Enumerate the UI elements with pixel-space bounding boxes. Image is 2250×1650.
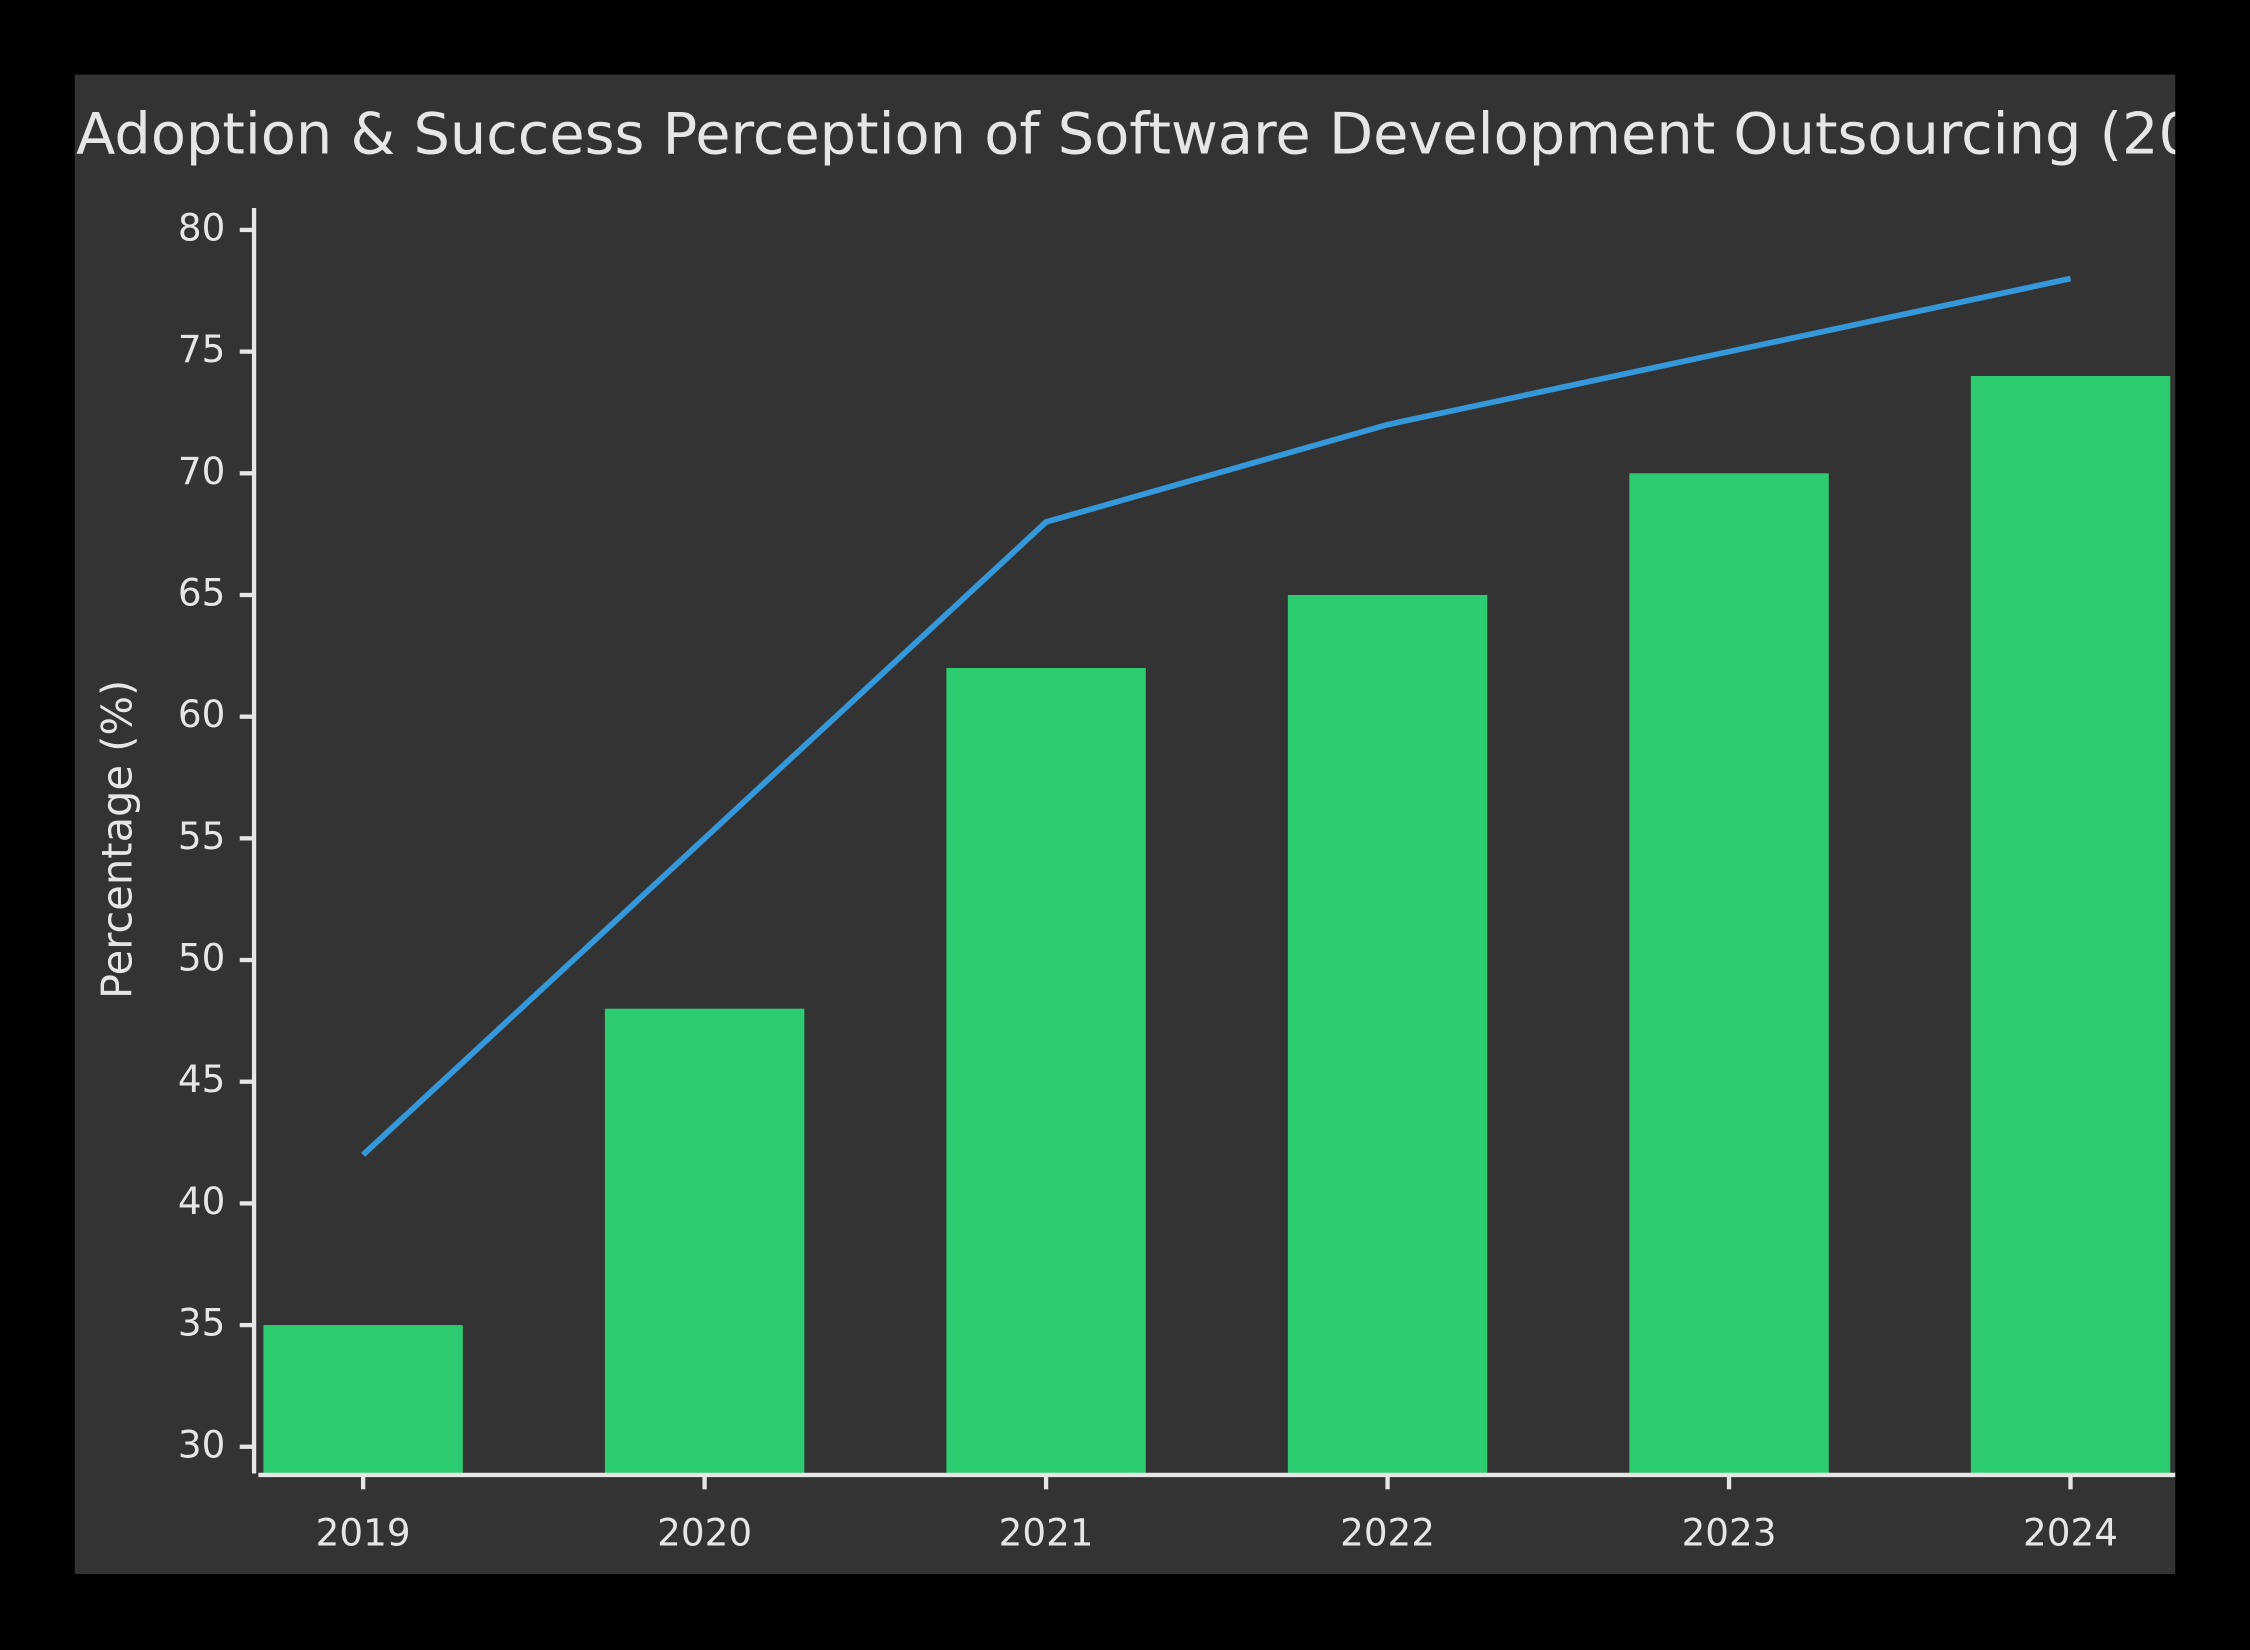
plot-area: Adoption & Success Perception of Softwar… [76, 100, 2250, 1474]
y-tick-label: 30 [178, 1422, 225, 1466]
y-tick-label: 60 [178, 692, 225, 736]
y-axis-label: Percentage (%) [93, 680, 142, 999]
x-tick-label: 2024 [2023, 1511, 2118, 1555]
y-tick-label: 75 [178, 327, 225, 371]
y-tick-label: 45 [178, 1057, 225, 1101]
bar [1970, 375, 2171, 1474]
y-tick-label: 35 [178, 1301, 225, 1345]
x-tick-label: 2023 [1682, 1511, 1777, 1555]
bar [604, 1008, 805, 1474]
y-tick-label: 40 [178, 1179, 225, 1223]
chart-title: Adoption & Success Perception of Softwar… [76, 100, 2250, 167]
line [361, 275, 2072, 1157]
y-tick-label: 80 [178, 205, 225, 249]
bar [1287, 594, 1488, 1474]
y-tick-label: 55 [178, 814, 225, 858]
y-tick-label: 65 [178, 570, 225, 614]
y-tick-label: 70 [178, 449, 225, 493]
x-tick-label: 2021 [999, 1511, 1094, 1555]
bar [263, 1325, 463, 1474]
bar [946, 667, 1146, 1474]
x-tick-label: 2019 [316, 1511, 411, 1555]
x-tick-label: 2022 [1340, 1511, 1435, 1555]
y-tick-label: 50 [178, 936, 225, 980]
bar [1629, 473, 1829, 1474]
x-tick-label: 2020 [657, 1511, 752, 1555]
